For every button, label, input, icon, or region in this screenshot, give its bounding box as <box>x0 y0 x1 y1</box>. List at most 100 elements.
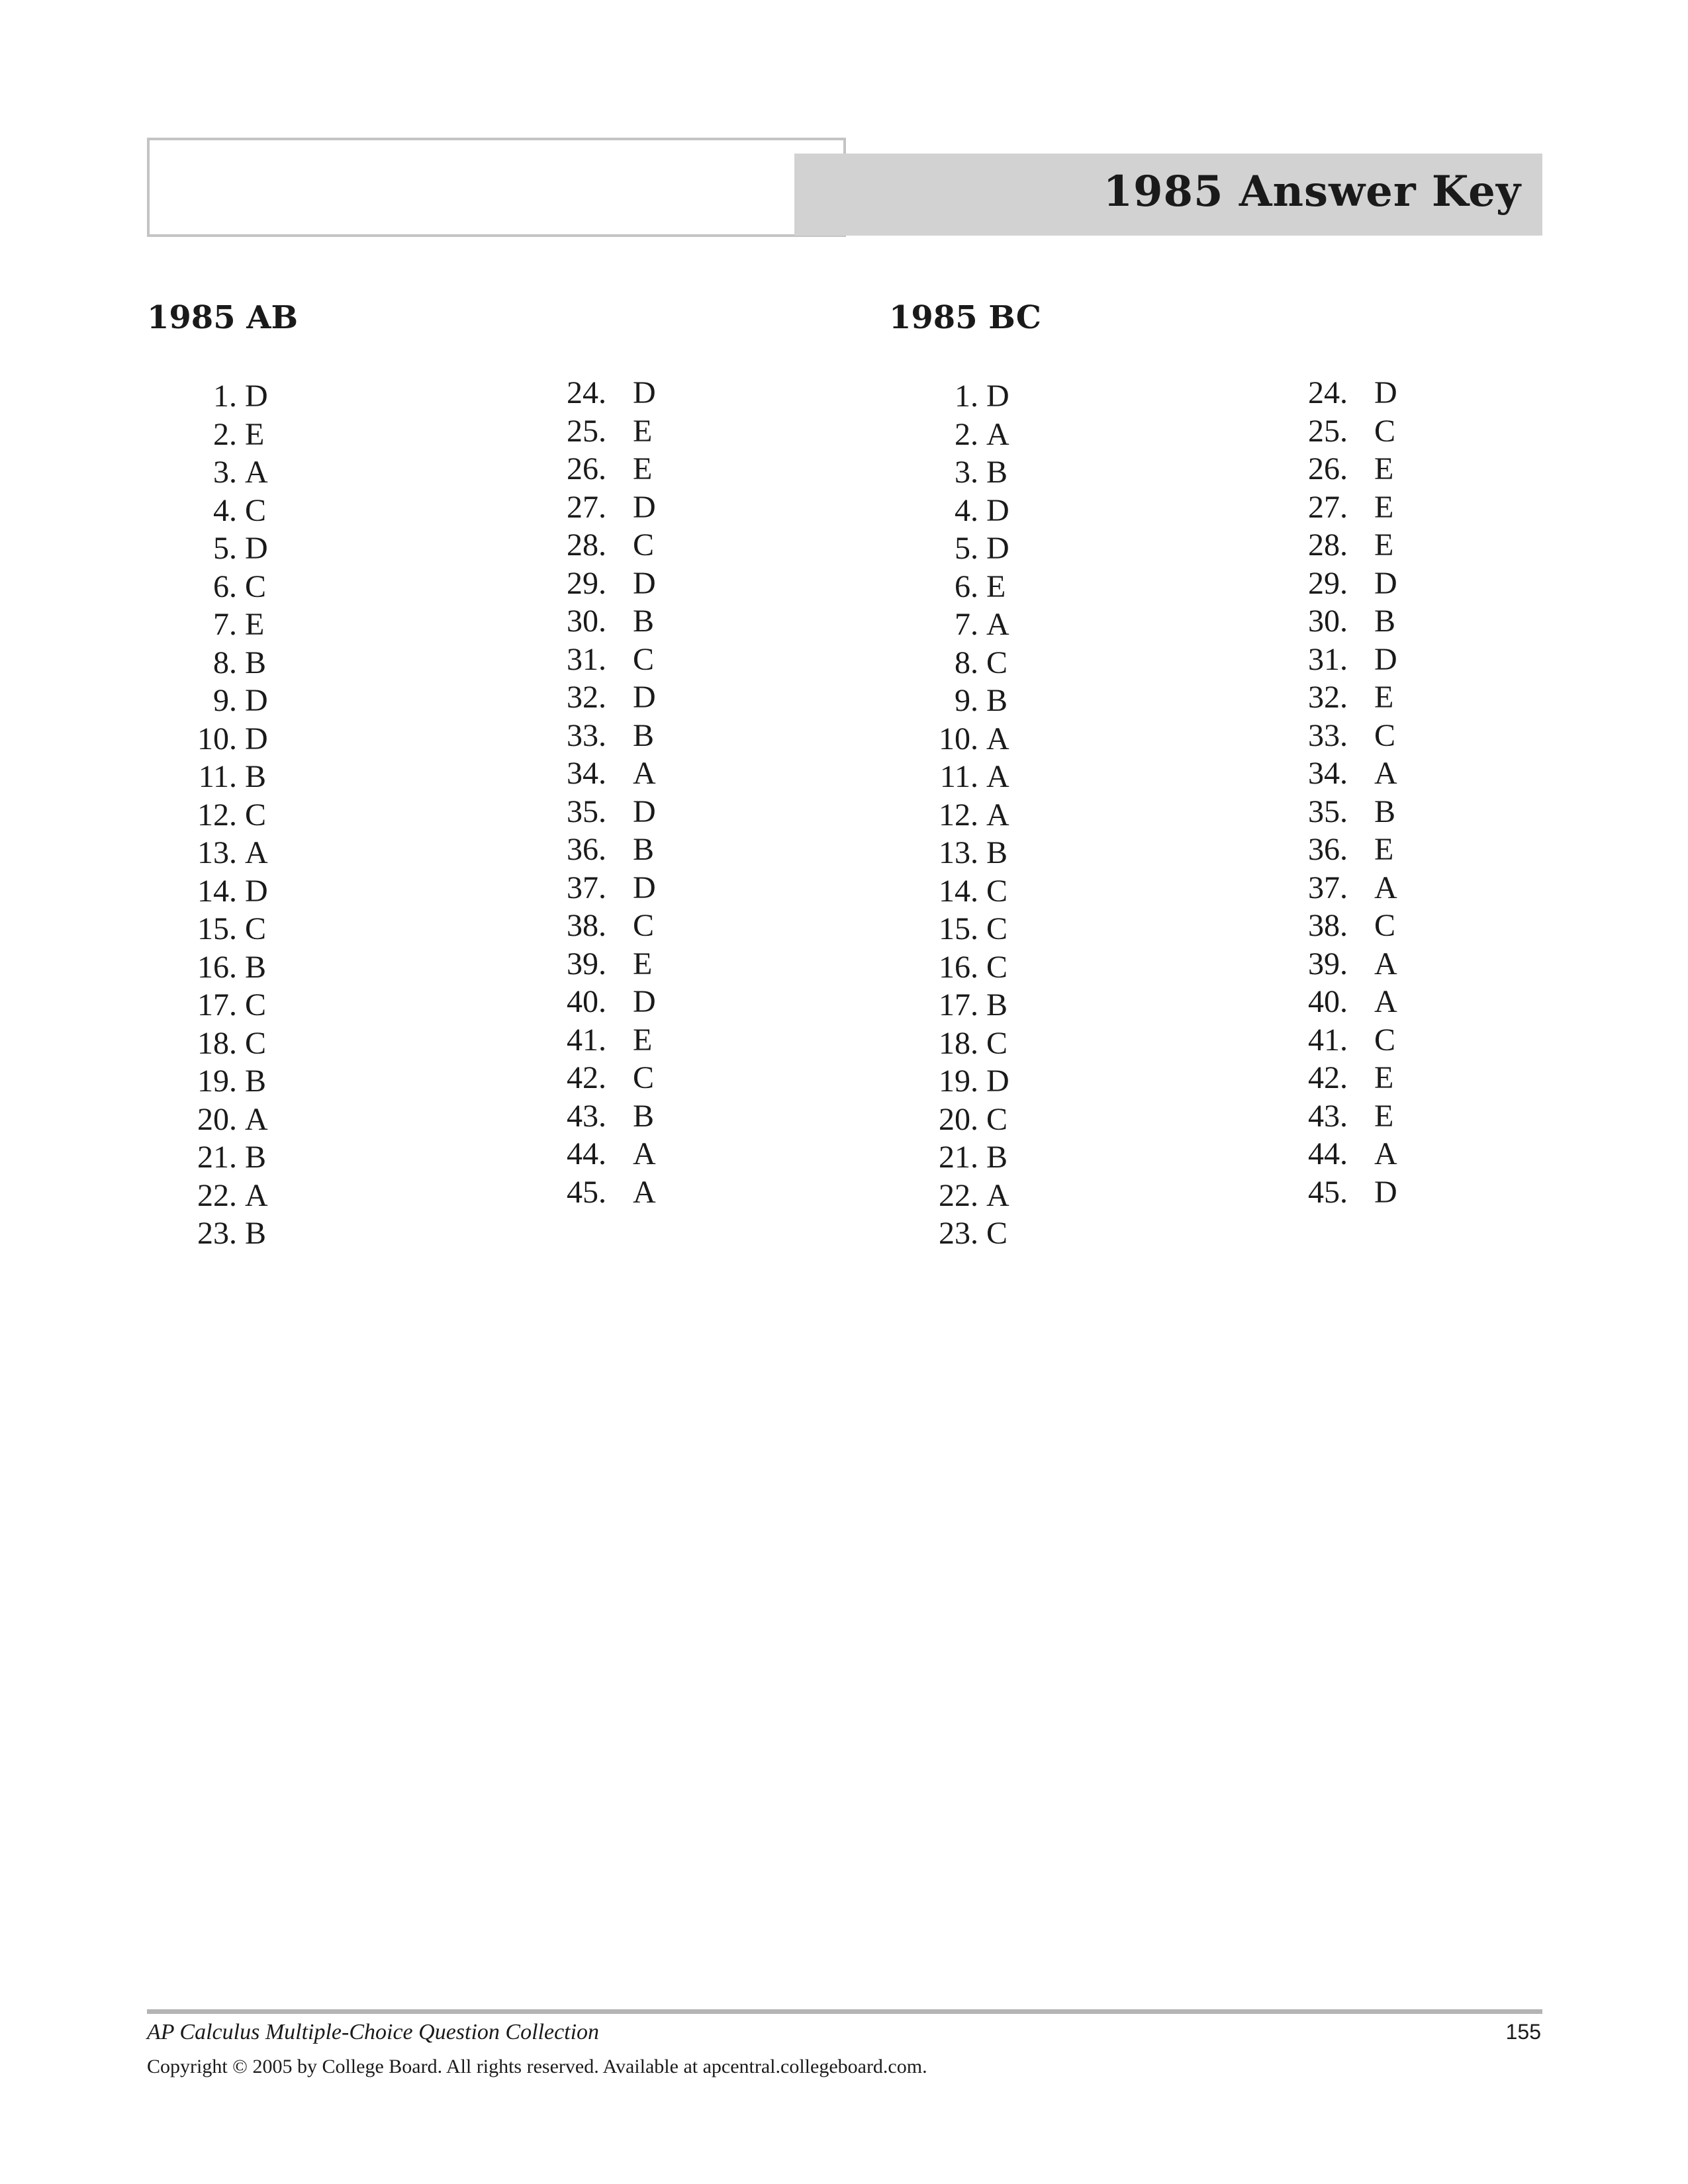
question-number: 33. <box>567 717 606 753</box>
answer-item: 44. A <box>567 1135 726 1173</box>
answer-item: 4. C <box>173 492 332 530</box>
question-number: 14. <box>197 873 237 909</box>
answer-letter: C <box>986 1101 1008 1137</box>
answer-item: 4. D <box>915 492 1074 530</box>
question-number: 34. <box>1308 756 1348 791</box>
question-number: 41. <box>1308 1022 1348 1058</box>
question-number: 5. <box>213 531 237 566</box>
question-number: 8. <box>955 645 978 680</box>
answer-letter: B <box>245 949 267 985</box>
question-number: 17. <box>939 987 978 1023</box>
question-number: 33. <box>1308 717 1348 753</box>
answer-letter: A <box>1374 1136 1397 1171</box>
question-number: 37. <box>567 870 606 905</box>
question-number: 7. <box>955 607 978 642</box>
answer-item: 40. D <box>567 983 726 1021</box>
question-number: 2. <box>213 416 237 452</box>
question-number: 16. <box>939 949 978 985</box>
question-number: 6. <box>213 569 237 604</box>
answer-item: 24. D <box>1308 374 1467 412</box>
question-number: 6. <box>955 569 978 604</box>
answer-letter: D <box>1374 565 1397 601</box>
answer-item: 31. D <box>1308 641 1467 679</box>
question-number: 17. <box>197 987 237 1023</box>
question-number: 8. <box>213 645 237 680</box>
answer-letter: A <box>245 1177 268 1213</box>
answer-item: 12. C <box>173 796 332 835</box>
footer-rule <box>147 2009 1542 2014</box>
answer-letter: E <box>633 413 653 449</box>
answer-item: 37. A <box>1308 869 1467 907</box>
answer-letter: C <box>986 645 1008 680</box>
answer-item: 2. A <box>915 416 1074 454</box>
answer-letter: A <box>633 756 656 791</box>
question-number: 35. <box>567 794 606 829</box>
answer-item: 1. D <box>173 377 332 416</box>
answer-letter: D <box>245 721 268 756</box>
question-number: 19. <box>197 1064 237 1099</box>
question-number: 11. <box>198 759 237 794</box>
question-number: 39. <box>567 946 606 981</box>
answer-letter: B <box>633 604 655 639</box>
answer-letter: A <box>633 1136 656 1171</box>
answer-letter: B <box>986 455 1008 490</box>
answer-letter: B <box>1374 794 1396 829</box>
question-number: 23. <box>939 1216 978 1251</box>
answer-item: 22. A <box>173 1177 332 1215</box>
answer-item: 2. E <box>173 416 332 454</box>
answer-item: 25. E <box>567 412 726 451</box>
answer-letter: C <box>245 492 267 528</box>
answer-letter: C <box>245 569 267 604</box>
answer-item: 3. A <box>173 453 332 492</box>
question-number: 41. <box>567 1022 606 1058</box>
answer-letter: D <box>245 873 268 909</box>
answer-item: 26. E <box>567 450 726 488</box>
question-number: 22. <box>939 1177 978 1213</box>
footer-book-title: AP Calculus Multiple-Choice Question Col… <box>147 2020 600 2044</box>
question-number: 9. <box>213 683 237 718</box>
answer-item: 30. B <box>567 602 726 641</box>
question-number: 28. <box>567 527 606 563</box>
answer-letter: B <box>245 759 267 794</box>
answer-letter: A <box>633 1174 656 1210</box>
question-number: 7. <box>213 607 237 642</box>
question-number: 23. <box>197 1216 237 1251</box>
question-number: 11. <box>939 759 978 794</box>
answer-item: 9. B <box>915 682 1074 720</box>
answer-letter: C <box>633 908 655 943</box>
answer-letter: A <box>1374 870 1397 905</box>
answer-item: 29. D <box>1308 565 1467 603</box>
answer-letter: D <box>986 531 1009 566</box>
answer-letter: A <box>986 416 1009 452</box>
answer-letter: E <box>1374 527 1394 563</box>
answer-item: 6. E <box>915 568 1074 606</box>
answer-letter: C <box>245 911 267 946</box>
question-number: 19. <box>939 1064 978 1099</box>
question-number: 28. <box>1308 527 1348 563</box>
answer-letter: D <box>245 683 268 718</box>
question-number: 27. <box>1308 489 1348 525</box>
question-number: 36. <box>567 832 606 867</box>
answer-letter: D <box>1374 1174 1397 1210</box>
answer-item: 13. B <box>915 834 1074 872</box>
answer-letter: E <box>986 569 1006 604</box>
answer-item: 42. E <box>1308 1059 1467 1097</box>
answer-letter: D <box>633 680 656 715</box>
answer-item: 38. C <box>567 907 726 945</box>
question-number: 26. <box>567 451 606 486</box>
answer-item: 21. B <box>173 1138 332 1177</box>
answer-letter: B <box>633 717 655 753</box>
question-number: 39. <box>1308 946 1348 981</box>
answer-item: 12. A <box>915 796 1074 835</box>
question-number: 12. <box>197 797 237 833</box>
answer-letter: E <box>1374 489 1394 525</box>
question-number: 3. <box>955 455 978 490</box>
question-number: 45. <box>1308 1174 1348 1210</box>
answer-letter: C <box>633 1060 655 1095</box>
question-number: 38. <box>1308 908 1348 943</box>
answer-item: 8. C <box>915 644 1074 682</box>
answer-item: 9. D <box>173 682 332 720</box>
answer-letter: A <box>986 797 1009 833</box>
answer-item: 45. D <box>1308 1173 1467 1212</box>
question-number: 25. <box>567 413 606 449</box>
